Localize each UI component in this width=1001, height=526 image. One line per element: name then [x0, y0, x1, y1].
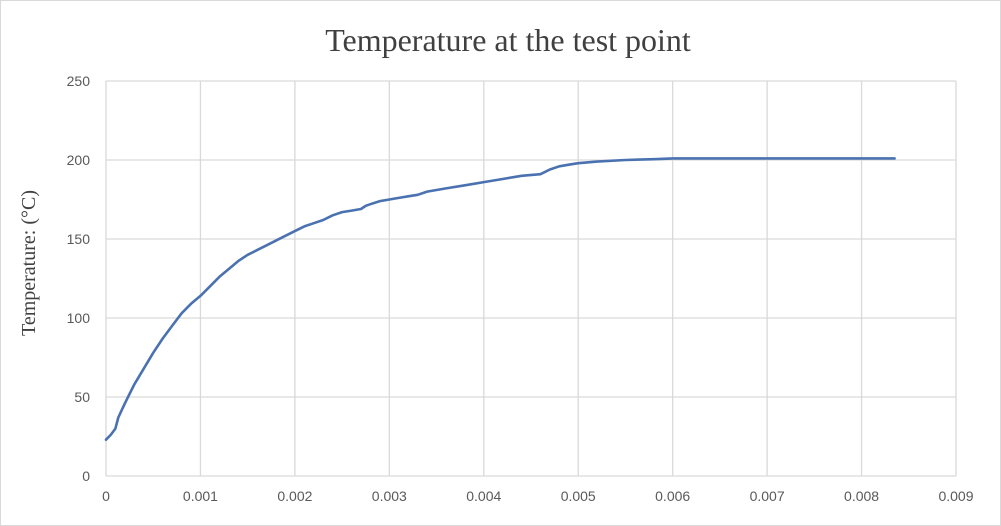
- tick-labels: 0 50 100 150 200 250 0 0.001 0.002 0.003 0.004 0.00…: [67, 73, 974, 504]
- y-tick-label: 50: [74, 389, 90, 405]
- x-tick-label: 0.007: [750, 488, 785, 504]
- x-tick-label: 0.008: [844, 488, 879, 504]
- series-layer: [104, 157, 896, 442]
- x-tick-label: 0.002: [277, 488, 312, 504]
- y-axis-label: Temperature: (°C): [18, 190, 40, 336]
- y-tick-label: 100: [67, 310, 91, 326]
- y-tick-label: 200: [67, 152, 91, 168]
- x-tick-label: 0.003: [372, 488, 407, 504]
- x-tick-label: 0.004: [466, 488, 501, 504]
- y-tick-label: 150: [67, 231, 91, 247]
- series-line: [104, 157, 896, 442]
- y-tick-label: 250: [67, 73, 91, 89]
- chart-title: Temperature at the test point: [325, 22, 691, 58]
- x-tick-label: 0.006: [655, 488, 690, 504]
- gridlines: [105, 80, 957, 477]
- x-tick-label: 0.009: [938, 488, 973, 504]
- x-tick-label: 0.001: [183, 488, 218, 504]
- x-tick-label: 0.005: [561, 488, 596, 504]
- x-tick-label: 0: [102, 488, 110, 504]
- y-tick-label: 0: [82, 468, 90, 484]
